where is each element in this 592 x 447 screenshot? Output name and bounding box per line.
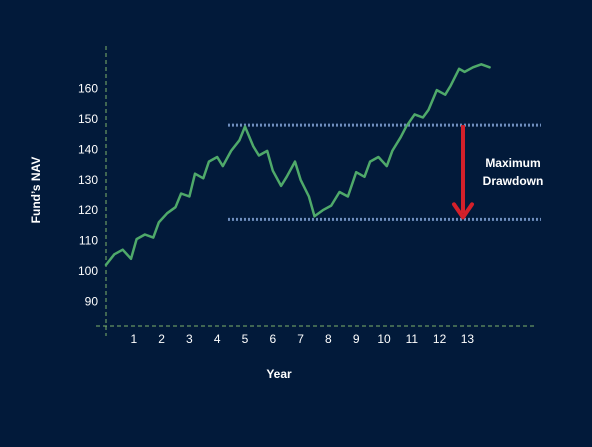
x-axis-title: Year <box>266 367 292 381</box>
x-tick-label: 8 <box>325 332 332 346</box>
x-tick-label: 6 <box>269 332 276 346</box>
y-tick-label: 90 <box>85 294 99 308</box>
drawdown-label-line2: Drawdown <box>483 174 544 188</box>
x-tick-label: 1 <box>130 332 137 346</box>
y-tick-label: 140 <box>78 142 98 156</box>
x-tick-label: 13 <box>461 332 475 346</box>
y-tick-label: 150 <box>78 112 98 126</box>
y-tick-label: 160 <box>78 82 98 96</box>
y-tick-label: 130 <box>78 173 98 187</box>
y-axis-title: Fund’s NAV <box>29 157 43 224</box>
x-tick-label: 7 <box>297 332 304 346</box>
x-tick-label: 2 <box>158 332 165 346</box>
x-tick-label: 5 <box>242 332 249 346</box>
y-tick-label: 120 <box>78 203 98 217</box>
y-tick-label: 110 <box>79 234 98 248</box>
drawdown-arrow-head <box>452 202 474 220</box>
x-tick-label: 4 <box>214 332 221 346</box>
x-tick-label: 12 <box>433 332 447 346</box>
x-tick-label: 10 <box>377 332 391 346</box>
drawdown-label-line1: Maximum <box>485 156 540 170</box>
y-tick-label: 100 <box>78 264 98 278</box>
nav-series-line <box>104 63 491 267</box>
x-tick-label: 9 <box>353 332 360 346</box>
x-tick-label: 3 <box>186 332 193 346</box>
x-tick-label: 11 <box>406 332 419 346</box>
